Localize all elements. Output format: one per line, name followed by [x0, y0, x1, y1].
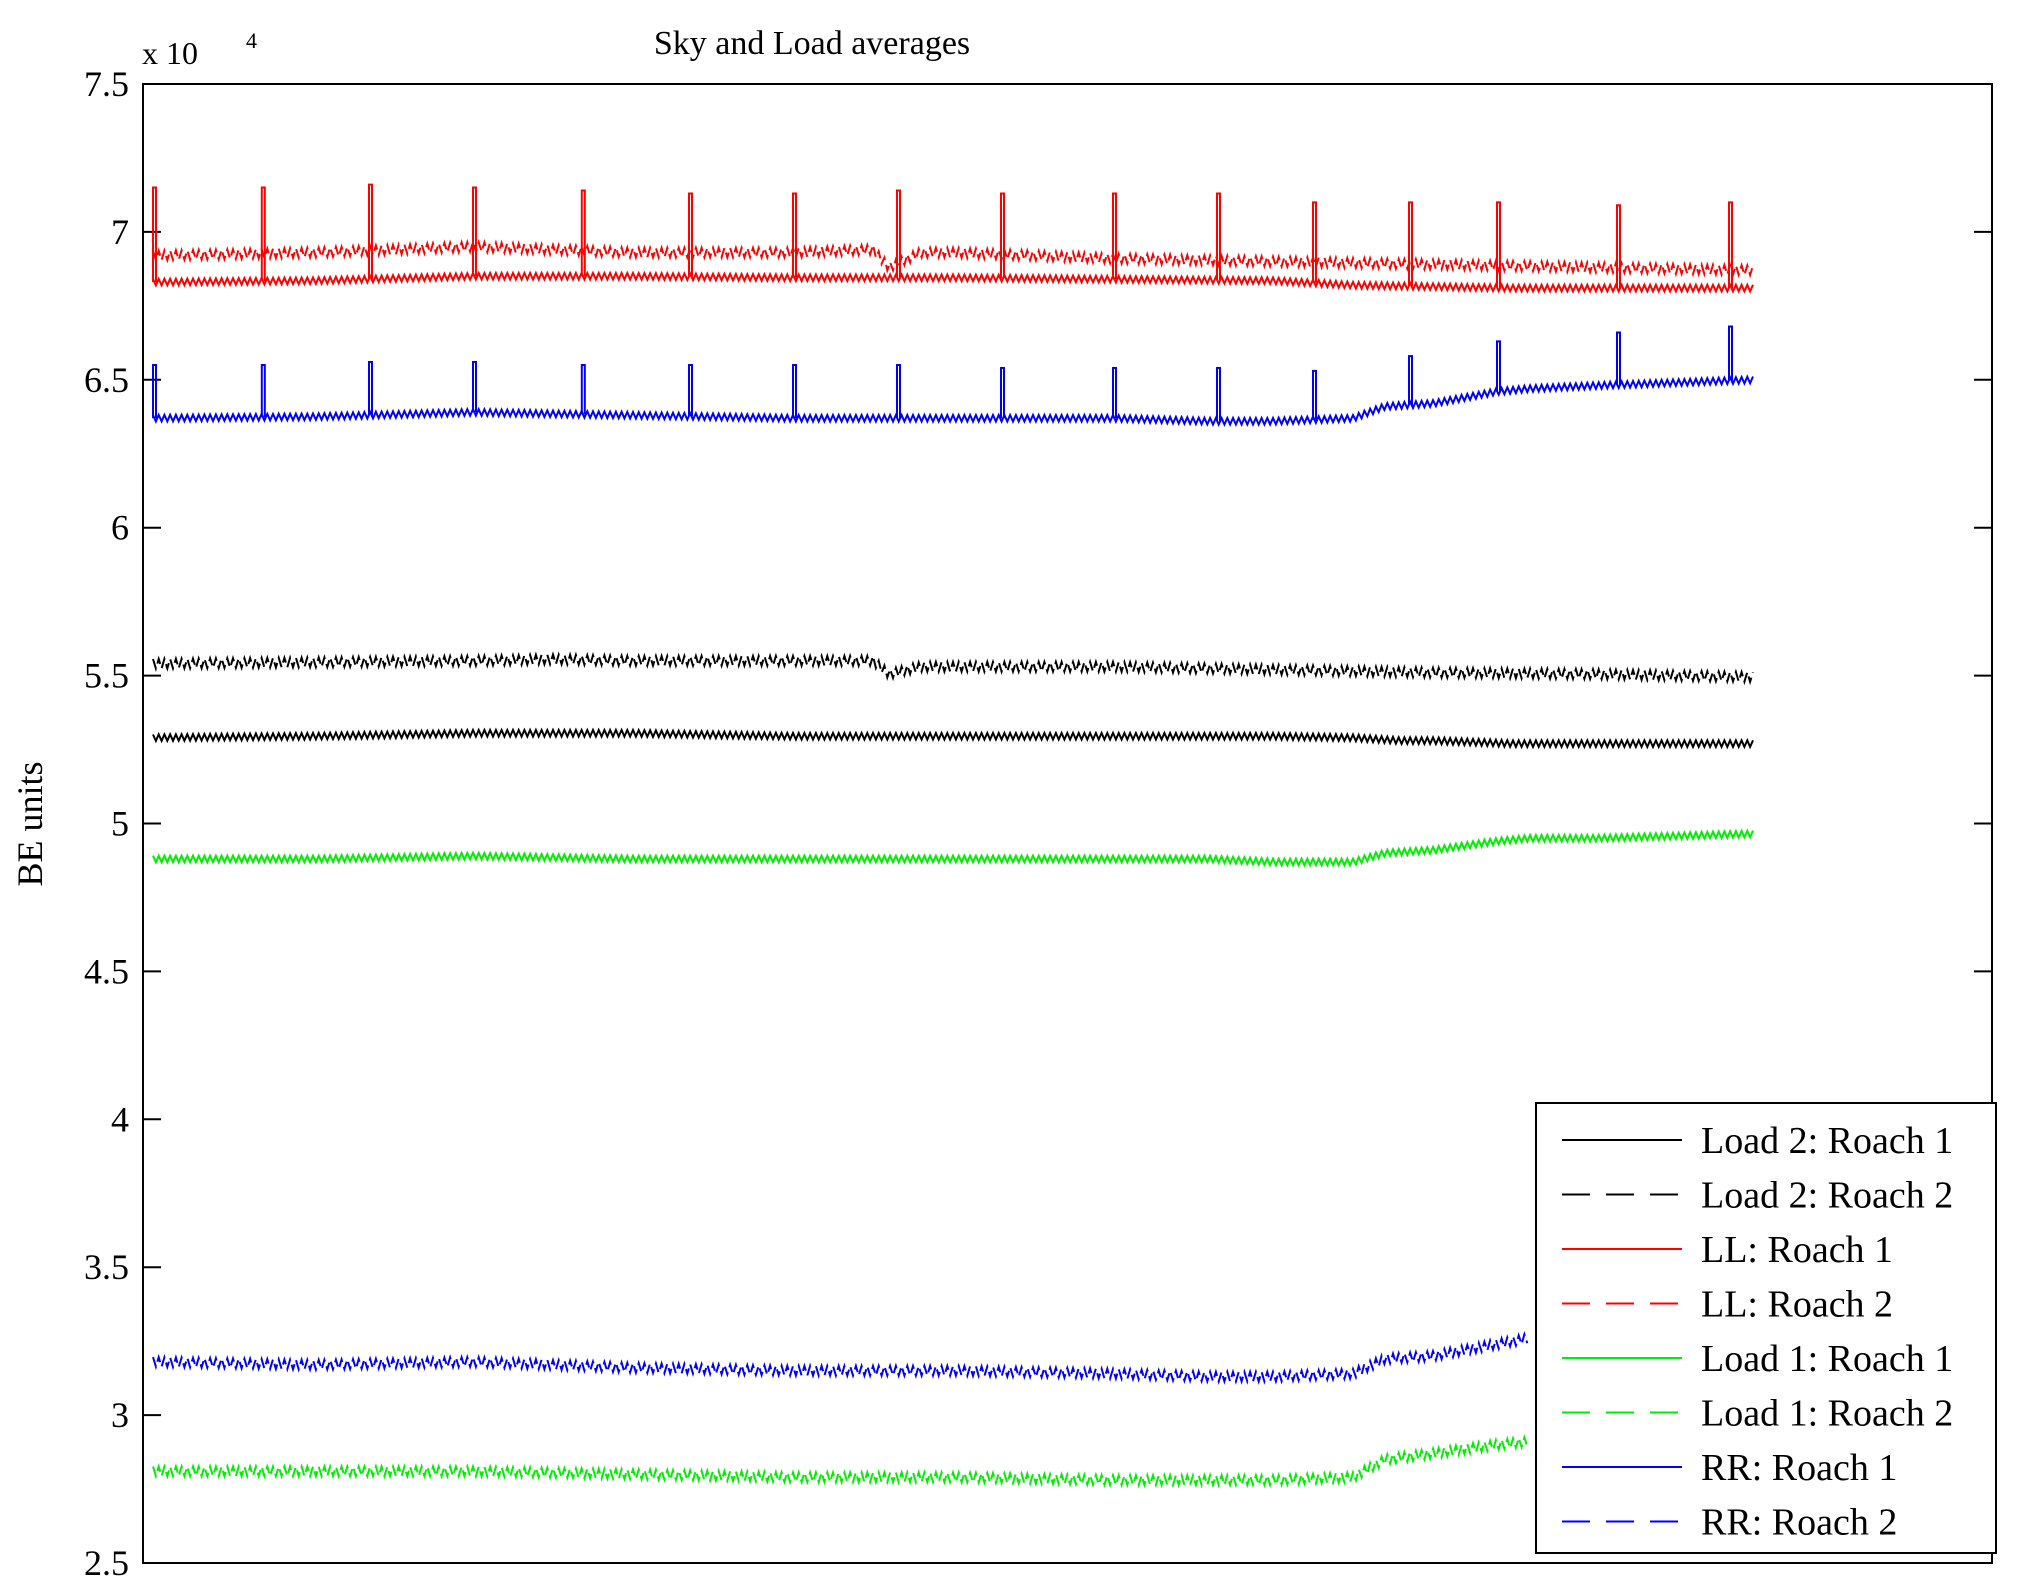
y-axis-ticks: 2.5 3 3.5 4 4.5 5 5.5 6 6.5 7 7.5 [84, 64, 1992, 1583]
y-tick-label: 6.5 [84, 360, 129, 400]
series-line-7 [152, 374, 1754, 427]
legend-entry: Load 2: Roach 2 [1701, 1175, 1953, 1217]
legend-entry: Load 1: Roach 1 [1701, 1338, 1953, 1380]
series-spike [1728, 325, 1733, 381]
y-axis-scale-factor: x 10 [142, 35, 198, 71]
series-line-1 [152, 727, 1754, 750]
series-spike [1216, 366, 1221, 422]
series-spike [1496, 201, 1501, 288]
series-spike [1616, 331, 1621, 385]
series-spike [1408, 355, 1413, 405]
series-line-4 [152, 238, 1754, 279]
y-tick-label: 4.5 [84, 951, 129, 991]
series-spike [1112, 366, 1117, 419]
series-spike [896, 364, 901, 419]
series-spike [1408, 201, 1413, 287]
series-spike [1312, 201, 1317, 283]
series-line-5 [152, 828, 1754, 868]
series-line-8 [152, 1330, 1529, 1385]
series-spike [1112, 192, 1117, 280]
series-line-6 [152, 1433, 1529, 1489]
y-tick-label: 7 [111, 212, 129, 252]
chart-title: Sky and Load averages [654, 25, 970, 62]
legend-entry: Load 1: Roach 2 [1701, 1393, 1953, 1435]
legend-entry: LL: Roach 2 [1701, 1284, 1893, 1326]
series-spike [368, 361, 373, 416]
series-spike [1496, 340, 1501, 392]
series-spike [896, 189, 901, 278]
y-axis-label: BE units [10, 761, 50, 886]
series-line-2 [152, 651, 1754, 686]
legend-entry: LL: Roach 1 [1701, 1229, 1893, 1271]
series-spike [472, 186, 477, 277]
series-spike [688, 364, 693, 417]
series-spike [1216, 192, 1221, 281]
y-tick-label: 6 [111, 508, 129, 548]
y-tick-label: 4 [111, 1099, 129, 1139]
series-spike [1312, 369, 1317, 420]
axes-frame [142, 83, 1993, 1564]
series-spike [152, 186, 157, 283]
legend-entry: RR: Roach 2 [1701, 1502, 1897, 1544]
series-spike [792, 364, 797, 419]
y-tick-label: 2.5 [84, 1543, 129, 1583]
legend-box [1535, 1102, 1997, 1554]
y-tick-label: 5.5 [84, 656, 129, 696]
series-spike [260, 186, 266, 282]
series-spike [1616, 204, 1621, 289]
y-tick-label: 3 [111, 1395, 129, 1435]
series-spike [368, 183, 373, 280]
series-spike [792, 192, 797, 278]
legend-entry: RR: Roach 1 [1701, 1447, 1897, 1489]
y-tick-label: 5 [111, 804, 129, 844]
y-tick-label: 7.5 [84, 64, 129, 104]
series-spike [1000, 366, 1005, 419]
series-spike [580, 364, 586, 415]
series-spike [688, 192, 693, 277]
series-spike [580, 189, 586, 277]
series-spike [1000, 192, 1005, 279]
y-tick-label: 3.5 [84, 1247, 129, 1287]
y-axis-scale-exponent: 4 [246, 28, 257, 53]
series-line-3 [152, 270, 1754, 294]
plot-area [152, 183, 1754, 1489]
series-spike [152, 364, 157, 419]
legend-entry: Load 2: Roach 1 [1701, 1120, 1953, 1162]
series-spike [472, 361, 477, 413]
series-spike [1728, 201, 1733, 289]
legend: Load 2: Roach 1 Load 2: Roach 2 LL: Roach … [1535, 1102, 1997, 1554]
series-spike [260, 364, 266, 418]
